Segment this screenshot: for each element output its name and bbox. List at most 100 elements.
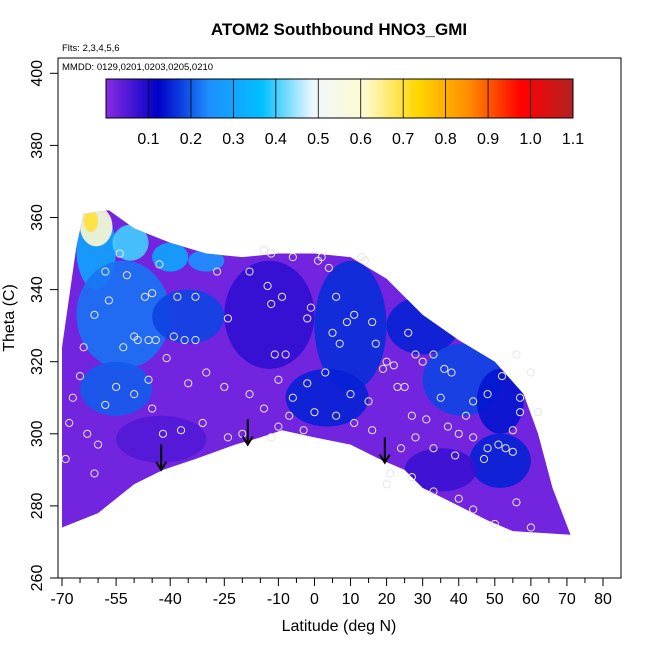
colorbar-label: 0.2 [180, 131, 202, 148]
sample-point [317, 253, 326, 262]
flights-note: Flts: 2,3,4,5,6 [62, 43, 120, 54]
sample-point [274, 375, 283, 384]
sample-point [418, 357, 427, 366]
sample-point [469, 505, 478, 514]
sample-point [436, 393, 445, 402]
y-axis-title: Theta (C) [1, 284, 18, 352]
sample-point [198, 418, 207, 428]
x-tick-label: 10 [342, 591, 360, 608]
colorbar-label: 0.3 [222, 131, 244, 148]
sample-point [447, 368, 456, 377]
field-region [152, 289, 225, 344]
sample-point [400, 382, 409, 392]
colorbar-label: 0.7 [392, 131, 414, 148]
x-tick-label: 30 [414, 591, 432, 608]
sample-point [350, 418, 359, 428]
field-region [285, 368, 369, 427]
field-region [152, 242, 189, 272]
x-tick-label: 40 [450, 591, 468, 608]
colorbar-label: 0.9 [477, 131, 499, 148]
dates-note: MMDD: 0129,0201,0203,0205,0210 [62, 62, 213, 73]
sample-point [469, 397, 478, 406]
sample-point [270, 350, 279, 359]
sample-point [328, 328, 337, 337]
sample-point [122, 271, 132, 280]
sample-point [79, 343, 88, 352]
sample-point [360, 256, 370, 265]
colorbar-label: 0.1 [137, 131, 159, 148]
sample-point [494, 440, 503, 449]
x-tick-label: -55 [105, 591, 128, 608]
sample-point [378, 364, 388, 374]
colorbar-label: 1.1 [562, 131, 584, 148]
sample-point [332, 292, 341, 301]
sample-point [364, 397, 373, 406]
field-region [112, 224, 149, 261]
sample-point [411, 433, 420, 442]
sample-point [407, 411, 416, 420]
sample-point [350, 310, 359, 319]
y-tick-label: 380 [29, 132, 46, 159]
sample-point [411, 350, 420, 359]
colorbar-labels: 0.1 0.2 0.3 0.4 0.5 0.6 0.7 0.8 0.9 1.0 1.1 [137, 131, 584, 148]
sample-point [422, 415, 431, 424]
sample-point [115, 249, 124, 258]
sample-point [389, 361, 398, 370]
field-region [386, 296, 459, 355]
x-tick-label: -70 [50, 591, 73, 608]
sample-point [93, 440, 103, 449]
sample-point [490, 519, 499, 529]
field-region [76, 260, 171, 369]
sample-point [101, 400, 110, 410]
sample-point [342, 317, 352, 327]
sample-point [119, 343, 128, 352]
sample-point [515, 408, 525, 417]
chart-title: ATOM2 Southbound HNO3_GMI [211, 20, 467, 39]
sample-point [65, 418, 74, 428]
sample-point [368, 426, 377, 435]
field-region [314, 260, 387, 391]
x-tick-label: 0 [310, 591, 319, 608]
sample-point [68, 393, 77, 402]
sample-point [148, 289, 157, 298]
sample-point [404, 328, 413, 337]
sample-point [512, 350, 521, 359]
sample-point [440, 364, 449, 374]
sample-point [306, 303, 315, 312]
sample-point [526, 523, 535, 532]
sample-point [382, 480, 391, 489]
colorbar-label: 1.0 [519, 131, 541, 148]
field-region [469, 433, 531, 488]
sample-point [454, 429, 463, 438]
sample-point [508, 447, 517, 456]
y-tick-label: 300 [29, 420, 46, 447]
sample-point [310, 408, 319, 417]
y-tick-label: 340 [29, 276, 46, 303]
sample-point [245, 267, 254, 276]
colorbar-ticks [148, 79, 574, 118]
colorbar-label: 0.4 [265, 131, 287, 148]
sample-point [461, 411, 471, 420]
x-tick-label: 60 [522, 591, 540, 608]
x-tick-label: 50 [486, 591, 504, 608]
sample-point [90, 310, 99, 319]
y-tick-label: 320 [29, 348, 46, 375]
sample-point [245, 390, 254, 399]
sample-point [191, 335, 200, 345]
sample-point [371, 339, 380, 348]
sample-point [515, 393, 525, 402]
sample-point [267, 433, 276, 442]
sample-point [508, 426, 517, 435]
sample-point [396, 444, 406, 453]
sample-point [324, 263, 333, 273]
sample-point [407, 472, 416, 482]
sample-point [220, 382, 229, 392]
sample-point [288, 253, 297, 262]
sample-point [173, 292, 182, 301]
sample-point [479, 454, 489, 464]
sample-point [332, 411, 341, 420]
sample-point [368, 317, 377, 327]
sample-point [321, 368, 330, 377]
sample-point [158, 429, 168, 438]
